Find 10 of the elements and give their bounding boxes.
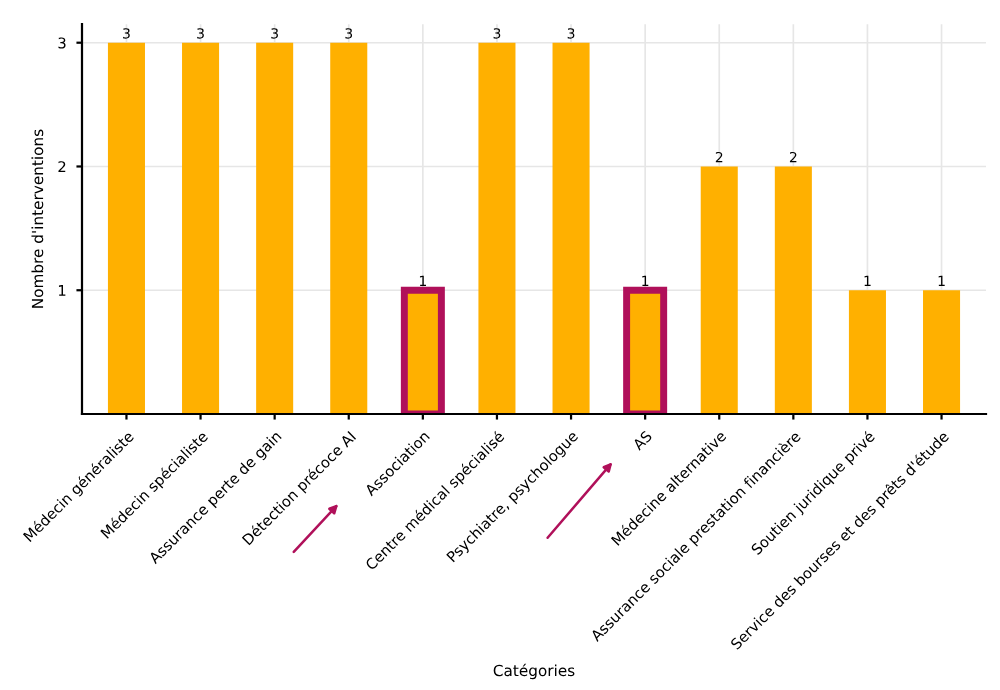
bar — [848, 290, 886, 414]
bar — [107, 42, 145, 414]
bar — [700, 166, 738, 414]
bar — [774, 166, 812, 414]
bar — [256, 42, 294, 414]
bar — [552, 42, 590, 414]
bar — [182, 42, 220, 414]
bar — [923, 290, 961, 414]
bar — [330, 42, 368, 414]
bar — [478, 42, 516, 414]
